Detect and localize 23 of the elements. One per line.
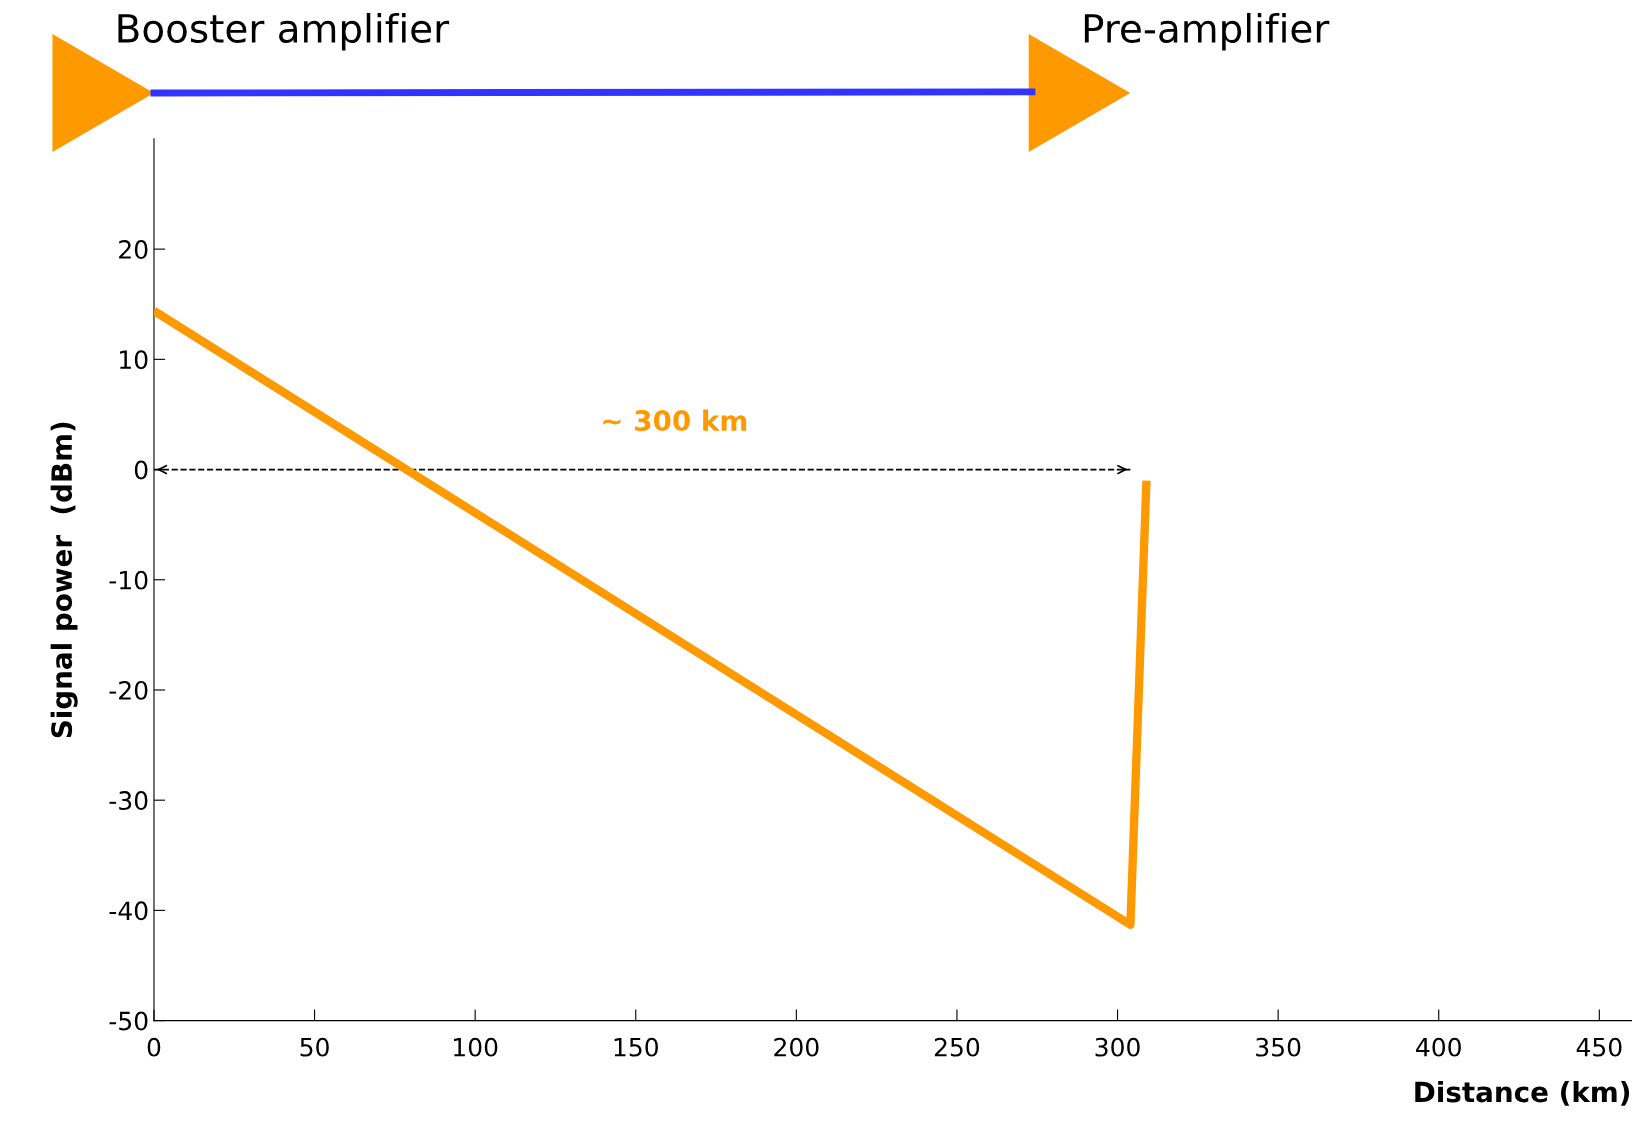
x-tick-label: 150 [614, 1037, 658, 1057]
y-axis-title: Signal power (dBm) [50, 422, 78, 738]
y-tick-label: -30 [109, 791, 148, 811]
x-tick-label: 300 [1095, 1037, 1140, 1057]
y-tick-label: -40 [109, 901, 148, 921]
x-axis-title: Distance (km) [1415, 1080, 1630, 1106]
x-tick-label: 400 [1416, 1037, 1461, 1057]
y-tick-label: 20 [119, 240, 148, 259]
x-tick-label: 50 [300, 1037, 329, 1057]
y-tick-label: -10 [109, 570, 148, 590]
annotation: ~ 300 km [603, 409, 747, 432]
y-tick-label: -20 [109, 680, 148, 700]
text: Pre-amplifier [1084, 12, 1330, 51]
x-tick-label: 0 [147, 1037, 161, 1057]
x-tick-label: 200 [774, 1037, 819, 1057]
x-tick-label: 250 [934, 1037, 980, 1057]
y-tick-label: 10 [120, 350, 148, 370]
x-tick-label: 450 [1576, 1037, 1622, 1057]
y-tick-label: -50 [109, 1011, 148, 1031]
x-tick-label: 100 [454, 1037, 498, 1057]
y-tick-label: 0 [134, 460, 148, 480]
text: Booster amplifier [118, 12, 450, 51]
x-tick-label: 350 [1256, 1037, 1301, 1057]
